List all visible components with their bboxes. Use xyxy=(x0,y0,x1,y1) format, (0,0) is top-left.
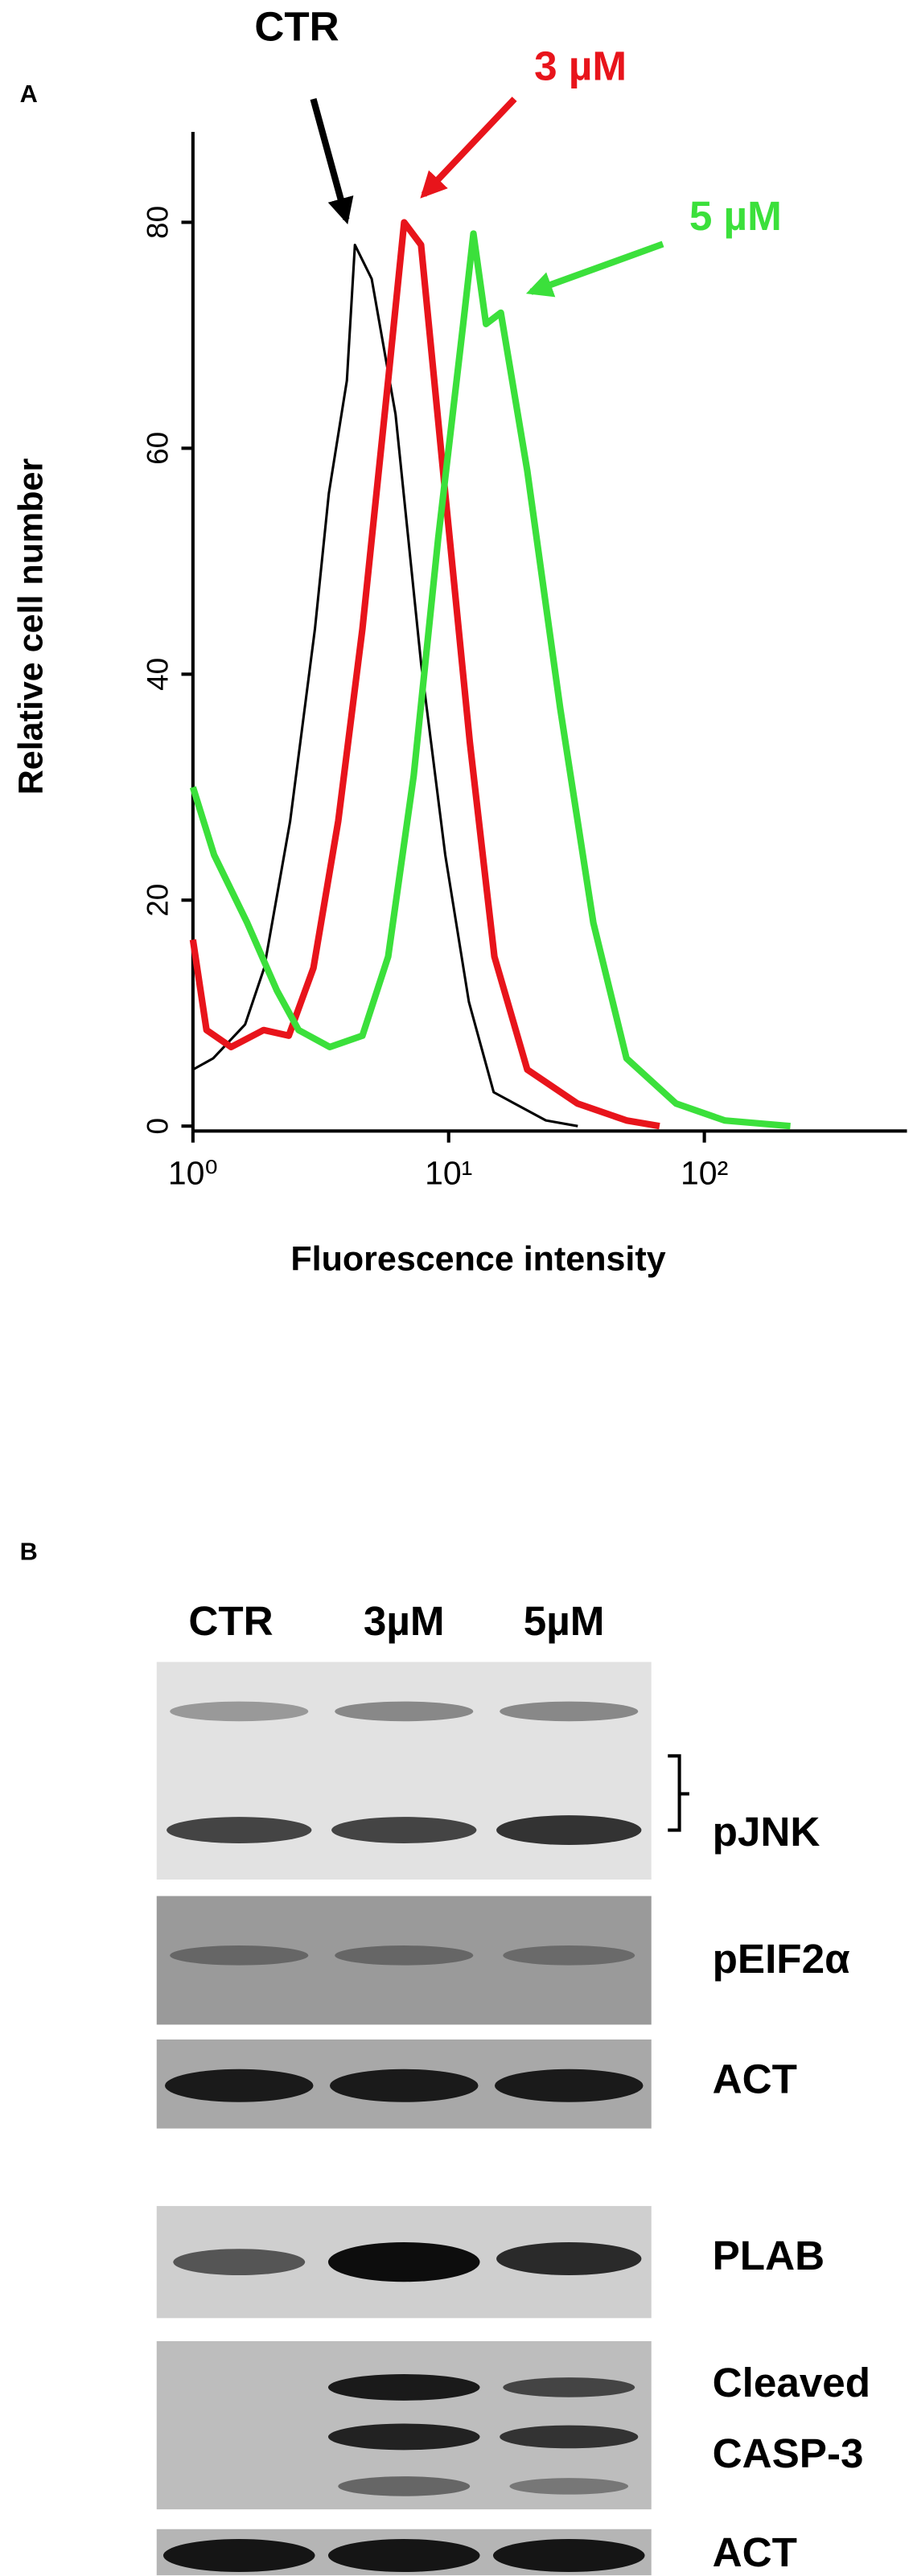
blot xyxy=(156,1662,689,2576)
band-label: CASP-3 xyxy=(713,2430,864,2476)
y-tick-label: 40 xyxy=(142,658,175,691)
blot-panel xyxy=(156,1662,652,1880)
x-tick-label: 10² xyxy=(681,1155,728,1192)
y-tick-label: 0 xyxy=(142,1118,175,1135)
line-series xyxy=(189,219,660,1130)
x-axis-title: Fluorescence intensity xyxy=(290,1240,665,1279)
y-axis-title: Relative cell number xyxy=(11,458,50,795)
y-tick-label: 80 xyxy=(142,206,175,239)
lane-label: CTR xyxy=(188,1598,273,1644)
band-label: Cleaved xyxy=(713,2360,871,2405)
band-label: ACT xyxy=(713,2529,797,2575)
bracket xyxy=(668,1754,689,1832)
band-label: pEIF2α xyxy=(713,1936,850,1982)
line-series xyxy=(192,243,578,1128)
annotation: 3 µM xyxy=(534,43,627,89)
panel-label: B xyxy=(20,1537,38,1565)
annotation: 5 µM xyxy=(689,193,782,239)
panel-label: A xyxy=(20,80,38,108)
band-label: PLAB xyxy=(713,2233,825,2278)
x-tick-label: 10⁰ xyxy=(168,1155,218,1192)
y-tick-label: 20 xyxy=(142,884,175,917)
annotation: CTR xyxy=(254,3,339,49)
arrow xyxy=(420,97,517,199)
band-label: pJNK xyxy=(713,1809,820,1855)
y-tick-label: 60 xyxy=(142,432,175,465)
bands xyxy=(162,1701,645,2573)
lane-label: 5µM xyxy=(524,1598,605,1644)
x-tick-label: 10¹ xyxy=(425,1155,472,1192)
line-series xyxy=(189,230,791,1130)
arrow xyxy=(525,240,664,298)
band-label: ACT xyxy=(713,2056,797,2102)
arrow xyxy=(310,97,354,225)
lane-label: 3µM xyxy=(364,1598,445,1644)
